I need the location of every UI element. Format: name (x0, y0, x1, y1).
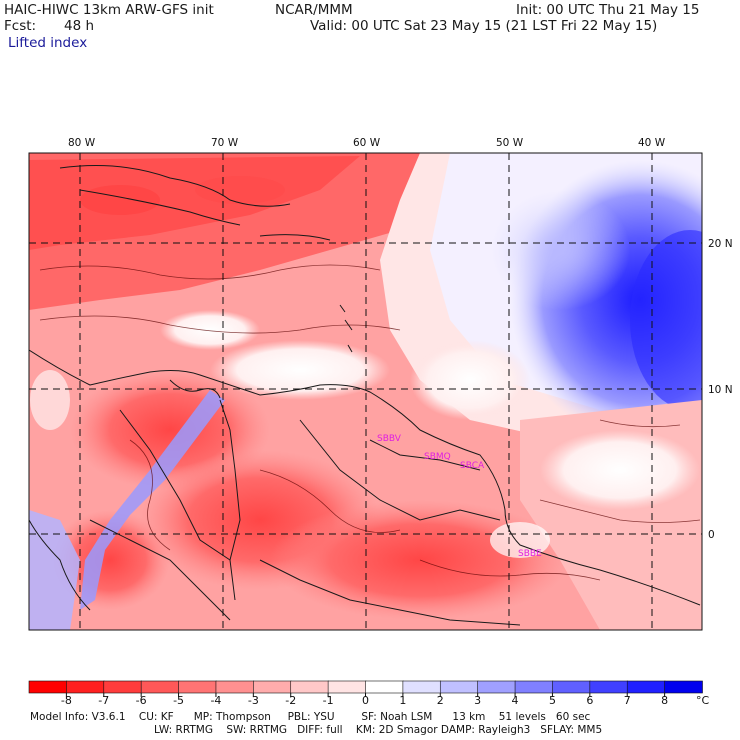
colorbar-swatch (66, 680, 105, 694)
colorbar-swatch (290, 680, 329, 694)
colorbar-tick-label: -4 (210, 694, 221, 707)
org-label: NCAR/MMM (275, 2, 353, 18)
colorbar-tick-label: -8 (61, 694, 72, 707)
station-sbca: SBCA (460, 461, 485, 471)
colorbar-tick-label: 8 (661, 694, 668, 707)
colorbar-swatch (140, 680, 180, 694)
colorbar-unit: °C (696, 694, 710, 707)
colorbar-tick-label: -3 (248, 694, 259, 707)
model-info-line2: LW: RRTMG SW: RRTMG DIFF: full KM: 2D Sm… (154, 724, 603, 736)
field-name: Lifted index (8, 35, 88, 51)
lon-label-40w: 40 W (638, 137, 666, 149)
colorbar-tick-label: -1 (323, 694, 334, 707)
lat-lon-grid (29, 153, 702, 630)
colorbar-tick-label: -5 (173, 694, 184, 707)
colorbar-swatch (439, 680, 479, 694)
colorbar-swatch (327, 680, 367, 694)
station-sbbv: SBBV (377, 434, 402, 444)
colorbar (28, 680, 703, 694)
colorbar-swatch (589, 680, 629, 694)
colorbar-swatch (477, 680, 516, 694)
lon-label-50w: 50 W (496, 137, 524, 149)
model-info-line1: Model Info: V3.6.1 CU: KF MP: Thompson P… (30, 711, 591, 723)
lat-label-0: 0 (708, 529, 715, 541)
colorbar-swatch (664, 680, 703, 694)
contour-lines (39, 264, 701, 581)
colorbar-swatch (552, 680, 591, 694)
colorbar-swatch (514, 680, 554, 694)
valid-time: Valid: 00 UTC Sat 23 May 15 (21 LST Fri … (310, 18, 658, 34)
colorbar-swatch (253, 680, 292, 694)
colorbar-tick-label: 1 (399, 694, 406, 707)
colorbar-swatch (215, 680, 255, 694)
forecast-hour: 48 h (64, 18, 95, 34)
colorbar-swatch (103, 680, 142, 694)
init-time: Init: 00 UTC Thu 21 May 15 (516, 2, 700, 18)
colorbar-ticks: -8 -7 -6 -5 -4 -3 -2 -1 0 1 2 3 4 5 6 7 8 (61, 693, 668, 707)
station-sbmq: SBMQ (424, 452, 451, 462)
colorbar-tick-label: -7 (98, 694, 109, 707)
model-title: HAIC-HIWC 13km ARW-GFS init (4, 2, 214, 18)
colorbar-swatch (365, 680, 404, 694)
map-frame (28, 152, 703, 631)
colorbar-tick-label: 2 (437, 694, 444, 707)
colorbar-swatch (28, 680, 68, 694)
colorbar-tick-label: 3 (474, 694, 481, 707)
colorbar-tick-label: 6 (586, 694, 593, 707)
lat-label-20n: 20 N (708, 238, 733, 250)
forecast-label: Fcst: (4, 18, 37, 34)
colorbar-tick-label: 4 (512, 694, 519, 707)
station-sbbe: SBBE (518, 549, 542, 559)
colorbar-tick-label: 5 (549, 694, 556, 707)
coastlines (29, 165, 701, 626)
colorbar-tick-label: -6 (136, 694, 147, 707)
lon-label-80w: 80 W (68, 137, 96, 149)
colorbar-swatch (402, 680, 442, 694)
colorbar-tick-label: 0 (362, 694, 369, 707)
colorbar-tick-label: 7 (624, 694, 631, 707)
lat-label-10n: 10 N (708, 384, 733, 396)
colorbar-swatch (178, 680, 217, 694)
lon-label-60w: 60 W (353, 137, 381, 149)
colorbar-tick-label: -2 (285, 694, 296, 707)
lon-label-70w: 70 W (211, 137, 239, 149)
lifted-index-field (29, 153, 702, 630)
colorbar-swatch (626, 680, 666, 694)
